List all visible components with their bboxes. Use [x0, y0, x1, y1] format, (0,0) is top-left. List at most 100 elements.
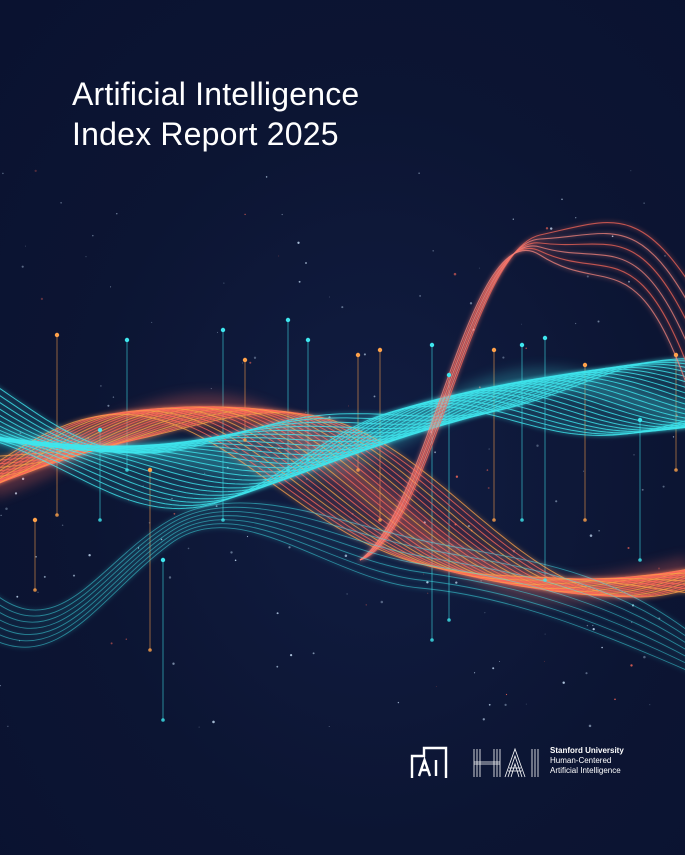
- star: [586, 275, 589, 278]
- star: [643, 202, 645, 204]
- star: [204, 472, 206, 474]
- star: [484, 612, 486, 614]
- spike-dot: [429, 342, 435, 348]
- spike-dot: [97, 427, 103, 433]
- star: [649, 704, 651, 706]
- star: [630, 170, 632, 172]
- star: [40, 297, 44, 301]
- cyan-wave: [0, 399, 685, 503]
- star: [215, 505, 218, 508]
- star: [107, 404, 110, 407]
- cyan-wave: [0, 405, 685, 510]
- star: [92, 234, 94, 237]
- star: [434, 451, 436, 454]
- spike-dot: [306, 458, 310, 462]
- star: [173, 512, 176, 515]
- spike-dot: [54, 332, 60, 338]
- spike-dot: [447, 618, 451, 622]
- star: [2, 172, 4, 175]
- star: [601, 646, 603, 649]
- spike-dot: [519, 342, 525, 348]
- spike-dot: [673, 352, 679, 358]
- star: [212, 720, 215, 724]
- spike-dot: [355, 352, 361, 358]
- hai-wordmark: Stanford University Human-Centered Artif…: [550, 746, 624, 776]
- spike-dot: [492, 518, 496, 522]
- star: [305, 411, 307, 413]
- star: [525, 347, 527, 349]
- coral-wave: [0, 407, 685, 585]
- arc-strand: [359, 222, 685, 561]
- star: [664, 255, 666, 257]
- star: [35, 556, 37, 558]
- star: [281, 213, 283, 216]
- star: [253, 356, 257, 359]
- star: [597, 320, 600, 323]
- spike-dot: [98, 518, 102, 522]
- star: [110, 642, 113, 645]
- star: [627, 546, 630, 550]
- cyan-wave: [0, 387, 685, 485]
- star: [432, 249, 435, 252]
- star: [116, 213, 118, 215]
- low-strand: [0, 511, 685, 643]
- spike-dot: [491, 347, 497, 353]
- star: [234, 559, 237, 562]
- spike-dot: [124, 337, 130, 343]
- low-strand: [0, 519, 685, 657]
- star: [486, 469, 489, 471]
- star: [504, 703, 507, 707]
- star: [574, 322, 577, 325]
- star: [0, 684, 1, 687]
- star: [198, 726, 200, 728]
- spike-dot: [160, 557, 166, 563]
- coral-wave: [0, 413, 685, 594]
- star: [328, 726, 330, 727]
- star: [21, 265, 24, 268]
- spike-dot: [32, 517, 38, 523]
- star: [561, 198, 563, 201]
- star: [455, 475, 459, 478]
- star: [583, 470, 585, 472]
- star: [305, 262, 307, 264]
- star: [312, 652, 315, 655]
- star: [34, 169, 37, 173]
- star: [171, 497, 173, 500]
- spike-dot: [377, 347, 383, 353]
- spike-dot: [147, 467, 153, 473]
- star: [633, 454, 635, 456]
- star: [276, 665, 279, 668]
- star: [276, 612, 279, 615]
- spike-dot: [542, 335, 548, 341]
- star: [289, 653, 293, 657]
- star: [298, 280, 301, 283]
- star: [643, 655, 646, 659]
- star: [502, 356, 505, 359]
- coral-wave: [0, 406, 685, 589]
- spike-dot: [520, 518, 524, 522]
- star: [112, 396, 115, 398]
- star: [614, 698, 616, 701]
- spike-dot: [430, 638, 434, 642]
- star: [611, 235, 614, 238]
- hai-logo: [473, 747, 539, 778]
- star: [453, 272, 457, 276]
- star: [187, 547, 190, 550]
- spike-dot: [286, 468, 290, 472]
- cyan-wave: [0, 392, 685, 493]
- star: [246, 535, 249, 538]
- star: [592, 627, 595, 631]
- report-title: Artificial Intelligence Index Report 202…: [72, 74, 359, 154]
- star: [455, 581, 458, 584]
- star: [435, 685, 437, 687]
- arc-strand: [359, 232, 685, 561]
- arc-strand: [359, 247, 685, 561]
- star: [536, 444, 539, 447]
- spike-dot: [543, 578, 547, 582]
- star: [423, 573, 425, 575]
- star: [24, 245, 26, 247]
- star: [5, 507, 8, 511]
- star: [482, 718, 485, 721]
- star: [16, 595, 19, 598]
- star: [474, 672, 476, 674]
